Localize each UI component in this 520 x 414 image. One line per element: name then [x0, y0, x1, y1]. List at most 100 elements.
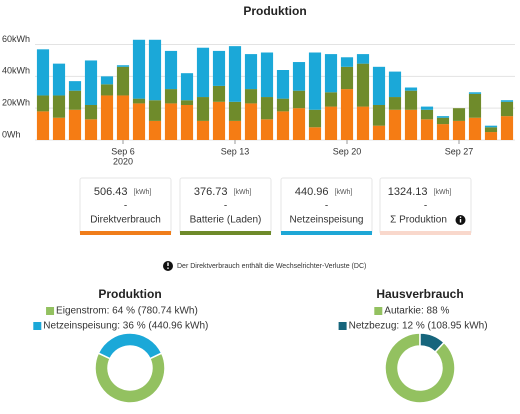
- bar-segment: [388, 71, 402, 98]
- bar-segment: [308, 109, 322, 128]
- chart-title: Produktion: [243, 4, 306, 18]
- bar-segment: [180, 105, 194, 140]
- bar-segment: [404, 87, 418, 91]
- bar-segment: [228, 101, 242, 121]
- donut-slice: [419, 332, 446, 354]
- bar-segment: [308, 52, 322, 110]
- bar-segment: [356, 63, 370, 107]
- card-accent: [180, 231, 271, 235]
- bar-segment: [132, 39, 146, 99]
- legend-swatch: [374, 307, 383, 315]
- bar-segment: [68, 90, 82, 110]
- bar-segment: [436, 116, 450, 118]
- card-dash: -: [124, 201, 127, 212]
- bar-segment: [116, 95, 130, 140]
- legend-label: Netzeinspeisung: 36 % (440.96 kWh): [43, 321, 208, 332]
- bar-segment: [500, 100, 514, 102]
- card-value: 440.96: [295, 186, 329, 198]
- note-icon-mark: [167, 262, 169, 266]
- bar-segment: [84, 105, 98, 120]
- bar-segment: [116, 65, 130, 67]
- bar-segment: [212, 50, 226, 86]
- bar-segment: [292, 62, 306, 91]
- y-tick-label: 20kWh: [2, 98, 30, 108]
- bar-segment: [308, 127, 322, 140]
- card-value: 506.43: [94, 186, 128, 198]
- bar-segment: [340, 57, 354, 67]
- bar-segment: [372, 105, 386, 126]
- note-text: Der Direktverbrauch enthält die Wechselr…: [177, 263, 366, 270]
- card-unit: [kWh]: [234, 189, 252, 196]
- bar-segment: [484, 127, 498, 133]
- card-unit: [kWh]: [335, 189, 353, 196]
- bar-segment: [404, 90, 418, 110]
- bar-segment: [36, 111, 50, 140]
- bar-segment: [164, 103, 178, 140]
- bar-segment: [276, 111, 290, 140]
- bar-segment: [340, 89, 354, 140]
- card-unit: [kWh]: [434, 189, 452, 196]
- bar-segment: [228, 46, 242, 102]
- bar-segment: [180, 73, 194, 101]
- x-year-label: 2020: [113, 156, 133, 166]
- bar-segment: [356, 106, 370, 140]
- bar-segment: [148, 39, 162, 101]
- bar-segment: [36, 49, 50, 96]
- bar-segment: [100, 84, 114, 96]
- bar-segment: [436, 124, 450, 140]
- card-value: 376.73: [194, 186, 228, 198]
- bar-segment: [292, 90, 306, 109]
- card-accent: [281, 231, 372, 235]
- x-tick-label: Sep 13: [221, 146, 250, 156]
- bar-segment: [68, 109, 82, 140]
- card-unit: [kWh]: [134, 189, 152, 196]
- bar-segment: [116, 66, 130, 96]
- bar-segment: [324, 92, 338, 107]
- legend-label: Eigenstrom: 64 % (780.74 kWh): [56, 306, 198, 317]
- bar-segment: [196, 97, 210, 121]
- bar-segment: [340, 66, 354, 90]
- card-accent: [80, 231, 171, 235]
- bar-segment: [36, 95, 50, 112]
- bar-segment: [132, 98, 146, 104]
- bar-segment: [404, 109, 418, 140]
- bar-segment: [212, 101, 226, 140]
- card-label: Direktverbrauch: [90, 215, 161, 226]
- bar-segment: [196, 120, 210, 140]
- y-tick-label: 40kWh: [2, 66, 30, 76]
- info-icon-mark: [459, 219, 462, 223]
- donut-slice: [97, 332, 163, 360]
- bar-segment: [148, 120, 162, 140]
- bar-segment: [100, 95, 114, 140]
- card-dash: -: [325, 201, 328, 212]
- bar-segment: [84, 119, 98, 140]
- bar-segment: [100, 76, 114, 85]
- donut-title: Produktion: [98, 287, 161, 301]
- bar-segment: [468, 92, 482, 94]
- card-label: Batterie (Laden): [190, 215, 262, 226]
- bar-segment: [244, 103, 258, 140]
- bar-segment: [420, 106, 434, 110]
- card-label: Σ Produktion: [390, 215, 447, 226]
- bar-segment: [468, 117, 482, 140]
- donut-slice: [384, 332, 456, 404]
- bar-segment: [132, 103, 146, 140]
- bar-segment: [420, 109, 434, 120]
- legend-label: Autarkie: 88 %: [384, 306, 449, 317]
- bar-segment: [324, 54, 338, 93]
- bar-segment: [452, 108, 466, 121]
- bar-segment: [500, 101, 514, 117]
- bar-segment: [148, 100, 162, 121]
- bar-segment: [356, 54, 370, 64]
- bar-segment: [452, 120, 466, 140]
- bar-segment: [244, 54, 258, 90]
- bar-segment: [52, 95, 66, 118]
- card-label: Netzeinspeisung: [290, 215, 364, 226]
- bar-segment: [244, 89, 258, 104]
- y-tick-label: 60kWh: [2, 34, 30, 44]
- bar-segment: [212, 85, 226, 102]
- bar-segment: [260, 119, 274, 140]
- x-tick-label: Sep 20: [333, 146, 362, 156]
- card-value: 1324.13: [388, 186, 428, 198]
